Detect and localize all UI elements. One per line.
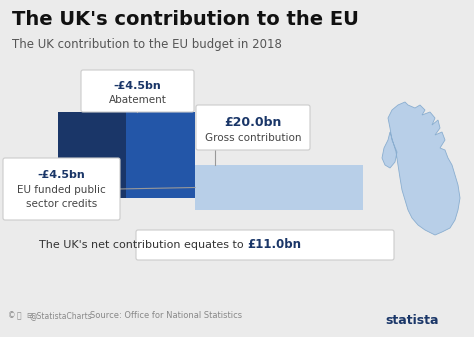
FancyBboxPatch shape [81, 70, 194, 112]
Text: £20.0bn: £20.0bn [224, 117, 282, 129]
Polygon shape [382, 102, 460, 235]
Text: -£4.5bn: -£4.5bn [114, 81, 161, 91]
Text: The UK contribution to the EU budget in 2018: The UK contribution to the EU budget in … [12, 38, 282, 51]
Text: ©: © [8, 311, 16, 320]
Bar [195, 165, 363, 210]
FancyBboxPatch shape [3, 158, 120, 220]
Text: statista: statista [385, 313, 438, 327]
Text: ⊟: ⊟ [26, 311, 32, 320]
Text: The UK's contribution to the EU: The UK's contribution to the EU [12, 10, 359, 29]
Bar [126, 112, 195, 198]
Text: ⓘ: ⓘ [17, 311, 22, 320]
FancyBboxPatch shape [136, 230, 394, 260]
Text: Gross contribution: Gross contribution [205, 133, 301, 143]
Text: Source: Office for National Statistics: Source: Office for National Statistics [90, 311, 242, 320]
Bar [58, 112, 126, 198]
Text: The UK's net contribution equates to: The UK's net contribution equates to [39, 240, 247, 250]
Text: EU funded public
sector credits: EU funded public sector credits [17, 185, 106, 209]
Text: Abatement: Abatement [109, 95, 166, 105]
Text: £11.0bn: £11.0bn [247, 239, 301, 251]
Text: @StatistaCharts: @StatistaCharts [30, 311, 93, 320]
FancyBboxPatch shape [196, 105, 310, 150]
Text: -£4.5bn: -£4.5bn [37, 170, 85, 180]
